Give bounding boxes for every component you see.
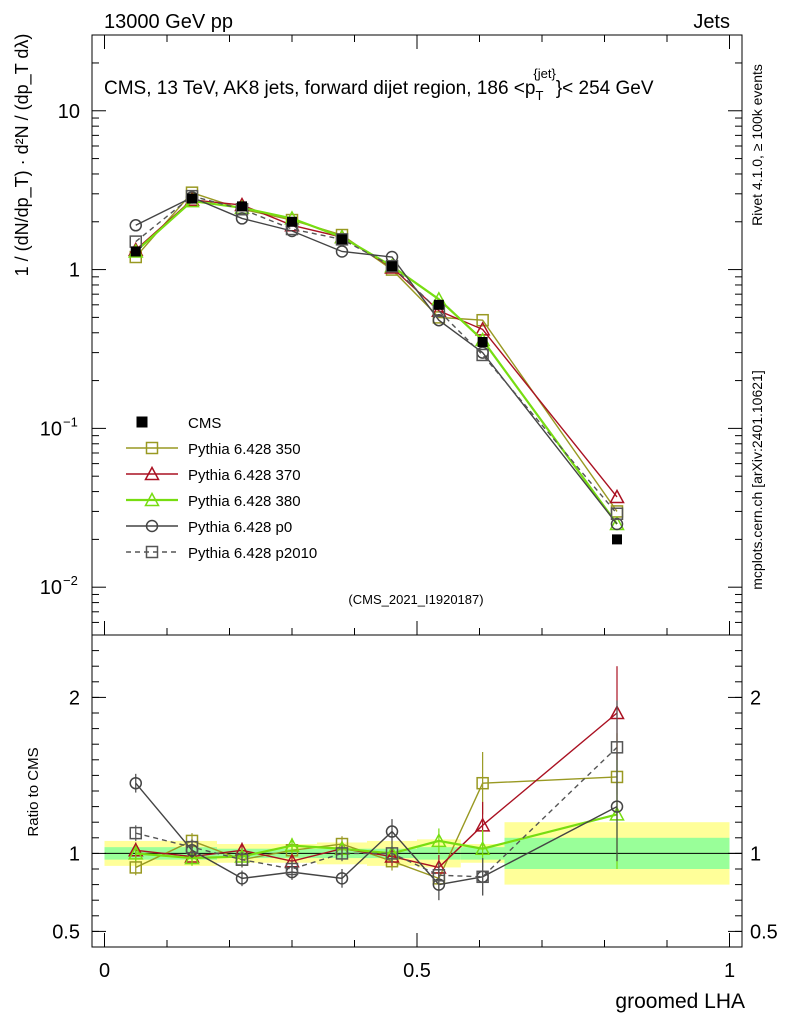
plot-title-sup: {jet} xyxy=(533,66,556,81)
ratio-point-pythia-6-428-p2010 xyxy=(185,840,199,854)
y-tick-label: 1 xyxy=(69,260,80,282)
mcplots-label: mcplots.cern.ch [arXiv:2401.10621] xyxy=(749,370,765,589)
plot-title-suffix: }< 254 GeV xyxy=(556,78,654,99)
x-tick-label: 0 xyxy=(99,960,110,982)
ratio-tick-label: 2 xyxy=(69,687,80,709)
ratio-point-pythia-6-428-p2010 xyxy=(129,826,142,840)
y-tick-label-exponent: −1 xyxy=(63,414,78,429)
point-pythia-6-428-p2010 xyxy=(385,259,399,273)
series-line-pythia-6-428-350 xyxy=(135,191,618,512)
ratio-tick-label-right: 2 xyxy=(750,687,761,709)
cms-data-point xyxy=(130,246,141,257)
legend-label-pythia-6-428-370: Pythia 6.428 370 xyxy=(188,467,301,484)
point-pythia-6-428-350 xyxy=(476,313,489,327)
ratio-point-pythia-6-428-p2010 xyxy=(610,741,624,754)
ratio-point-pythia-6-428-p0 xyxy=(235,872,249,885)
y-axis-label-top: 1 / (dN/dp_T) · d²N / (dp_T dλ) xyxy=(12,34,33,277)
x-tick-label: 1 xyxy=(724,960,735,982)
ratio-point-pythia-6-428-p2010 xyxy=(335,847,349,860)
ratio-point-pythia-6-428-p2010 xyxy=(432,868,446,882)
y-tick-label: 10 xyxy=(40,577,62,599)
x-axis-label: groomed LHA xyxy=(615,990,745,1013)
ratio-point-pythia-6-428-380 xyxy=(284,837,300,852)
process-label: Jets xyxy=(693,11,730,33)
ratio-point-pythia-6-428-p2010 xyxy=(385,847,399,860)
point-pythia-6-428-370 xyxy=(609,488,625,504)
y-axis-label-text: 1 / (dN/dp_T) · d²N / (dp_T dλ) xyxy=(12,34,33,277)
cms-data-point xyxy=(387,261,397,272)
y-tick-label: 10 xyxy=(58,101,80,123)
rivet-label: Rivet 4.1.0, ≥ 100k events xyxy=(749,64,765,226)
legend: CMS Pythia 6.428 350 Pythia 6.428 370 Pythi… xyxy=(126,415,317,562)
point-pythia-6-428-p0 xyxy=(432,313,446,327)
ratio-tick-label-right: 0.5 xyxy=(750,921,778,943)
ratio-point-pythia-6-428-350 xyxy=(129,861,142,874)
y-tick-label: 10 xyxy=(40,418,62,440)
cms-data-point xyxy=(433,299,444,310)
point-pythia-6-428-p0 xyxy=(235,212,249,225)
point-pythia-6-428-p2010 xyxy=(335,233,349,246)
analysis-id: (CMS_2021_I1920187) xyxy=(348,592,483,607)
legend-label-cms: CMS xyxy=(188,415,221,432)
legend-marker-pythia-6-428-370 xyxy=(144,465,160,481)
series-line-pythia-6-428-p0 xyxy=(135,196,618,525)
cms-data-point xyxy=(612,534,622,545)
svg-text:mcplots.cern.ch [arXiv:2401.10: mcplots.cern.ch [arXiv:2401.10621] xyxy=(749,370,765,589)
point-pythia-6-428-p0 xyxy=(335,245,349,258)
point-pythia-6-428-p0 xyxy=(610,517,624,531)
legend-marker-pythia-6-428-p0 xyxy=(145,519,159,533)
main-plot-series xyxy=(127,186,625,545)
ratio-point-pythia-6-428-p2010 xyxy=(476,870,489,884)
legend-label-pythia-6-428-p2010: Pythia 6.428 p2010 xyxy=(188,545,317,562)
ratio-point-pythia-6-428-350 xyxy=(476,776,489,790)
ratio-tick-label: 0.5 xyxy=(52,921,80,943)
point-pythia-6-428-p2010 xyxy=(610,507,624,521)
y-axis-label-ratio: Ratio to CMS xyxy=(25,747,42,836)
ratio-point-pythia-6-428-380 xyxy=(431,832,447,848)
cms-data-point xyxy=(287,216,297,227)
svg-text:Rivet 4.1.0, ≥ 100k events: Rivet 4.1.0, ≥ 100k events xyxy=(749,64,765,226)
svg-text:Ratio to CMS: Ratio to CMS xyxy=(25,747,42,836)
ratio-tick-label-right: 1 xyxy=(750,843,761,865)
legend-marker-pythia-6-428-350 xyxy=(145,441,159,455)
ratio-point-pythia-6-428-380 xyxy=(184,850,200,865)
energy-label: 13000 GeV pp xyxy=(104,11,233,33)
legend-label-pythia-6-428-380: Pythia 6.428 380 xyxy=(188,493,301,510)
y-tick-label-exponent: −2 xyxy=(63,573,78,588)
legend-label-pythia-6-428-p0: Pythia 6.428 p0 xyxy=(188,519,292,536)
legend-marker-pythia-6-428-380 xyxy=(144,491,160,507)
ratio-point-pythia-6-428-p2010 xyxy=(285,862,299,876)
legend-marker-cms xyxy=(136,416,148,428)
x-tick-label: 0.5 xyxy=(403,960,431,982)
plot-title-prefix: CMS, 13 TeV, AK8 jets, forward dijet reg… xyxy=(104,78,535,99)
ratio-point-pythia-6-428-380 xyxy=(127,845,144,860)
ratio-point-pythia-6-428-p0 xyxy=(610,800,624,813)
plot-title-sub: T xyxy=(535,88,543,103)
ratio-point-pythia-6-428-380 xyxy=(474,840,491,855)
ratio-point-pythia-6-428-p0 xyxy=(129,776,142,790)
ratio-plot-series xyxy=(127,666,625,901)
cms-data-point xyxy=(237,201,247,212)
cms-data-point xyxy=(337,234,347,245)
ratio-plot-frame xyxy=(91,634,743,948)
point-pythia-6-428-p2010 xyxy=(476,348,489,362)
ratio-point-pythia-6-428-p0 xyxy=(385,825,399,838)
ratio-point-pythia-6-428-p0 xyxy=(335,872,349,885)
ratio-line-pythia-6-428-p2010 xyxy=(135,746,618,878)
cms-data-point xyxy=(477,336,488,347)
legend-marker-pythia-6-428-p2010 xyxy=(145,545,159,559)
ratio-tick-label: 1 xyxy=(69,843,80,865)
point-pythia-6-428-p0 xyxy=(129,219,142,232)
ratio-point-pythia-6-428-p2010 xyxy=(235,853,249,866)
legend-label-pythia-6-428-350: Pythia 6.428 350 xyxy=(188,441,301,458)
cms-data-point xyxy=(187,193,197,204)
plot-title: CMS, 13 TeV, AK8 jets, forward dijet reg… xyxy=(104,66,654,103)
